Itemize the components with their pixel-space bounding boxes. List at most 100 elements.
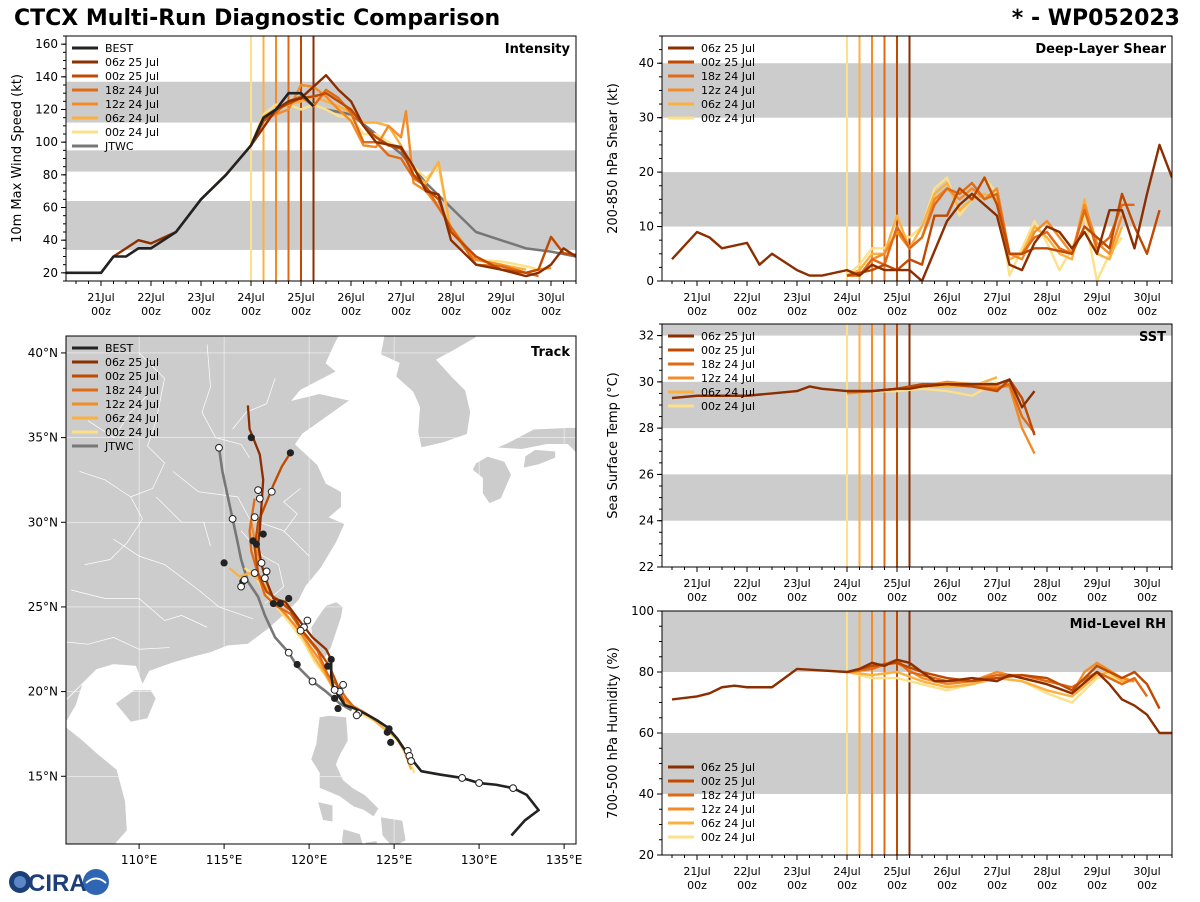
legend-label: 12z 24 Jul [701, 372, 755, 385]
logo-swirl-icon [85, 877, 107, 884]
track-marker-open [284, 648, 293, 657]
province-border [130, 352, 166, 498]
shikoku-landmass [522, 449, 556, 469]
legend-label: 12z 24 Jul [105, 398, 159, 411]
x-tick-label: 25Jul [883, 577, 910, 590]
y-tick-label: 40 [639, 56, 654, 70]
x-tick-label: 23Jul [187, 291, 214, 304]
y-tick-label: 120 [35, 103, 58, 117]
y-axis-label: 200-850 hPa Shear (kt) [606, 83, 621, 234]
cira-logo: CIRA [6, 866, 116, 898]
x-tick-label: 00z [887, 305, 907, 318]
legend-label: 18z 24 Jul [701, 789, 755, 802]
track-marker-open [267, 487, 276, 496]
kyushu-landmass [471, 455, 512, 505]
legend-label: 00z 24 Jul [701, 112, 755, 125]
x-tick-label: 00z [1137, 879, 1157, 892]
series-line [671, 378, 1036, 409]
track-marker-open [255, 494, 264, 503]
legend-label: 06z 24 Jul [105, 412, 159, 425]
x-tick-label: 26Jul [933, 291, 960, 304]
province-border [201, 344, 250, 459]
threshold-band [662, 63, 1172, 118]
province-border [232, 378, 276, 430]
storm-id: * - WP052023 [1011, 6, 1180, 31]
lon-tick-label: 110°E [121, 853, 158, 867]
x-tick-label: 24Jul [237, 291, 264, 304]
legend-label: 06z 25 Jul [701, 761, 755, 774]
jtwc-line [325, 108, 576, 258]
x-tick-label: 00z [241, 305, 261, 318]
legend-label: 18z 24 Jul [105, 384, 159, 397]
x-tick-label: 29Jul [487, 291, 514, 304]
x-tick-label: 28Jul [1033, 577, 1060, 590]
rh-chart: 2040608010021Jul00z22Jul00z23Jul00z24Jul… [606, 604, 1173, 892]
y-tick-label: 28 [639, 421, 654, 435]
x-tick-label: 00z [837, 879, 857, 892]
x-tick-label: 00z [937, 879, 957, 892]
y-tick-label: 32 [639, 329, 654, 343]
series-group [671, 143, 1172, 281]
x-tick-label: 26Jul [933, 865, 960, 878]
y-tick-label: 60 [43, 201, 58, 215]
cira-logo-graphic: CIRA [9, 869, 109, 897]
x-tick-label: 00z [1137, 305, 1157, 318]
shear-chart: 01020304021Jul00z22Jul00z23Jul00z24Jul00… [606, 35, 1173, 318]
x-tick-label: 24Jul [833, 291, 860, 304]
panel-title: Mid-Level RH [1070, 617, 1166, 632]
panel-title: Intensity [505, 42, 571, 57]
x-tick-label: 00z [787, 305, 807, 318]
threshold-band [662, 474, 1172, 521]
x-tick-label: 29Jul [1083, 577, 1110, 590]
track-marker-filled [220, 559, 228, 567]
y-tick-label: 40 [43, 233, 58, 247]
legend-label: 06z 24 Jul [701, 817, 755, 830]
x-tick-label: 27Jul [983, 865, 1010, 878]
track-marker-open [308, 677, 317, 686]
y-tick-label: 140 [35, 70, 58, 84]
lon-tick-label: 130°E [461, 853, 498, 867]
province-border [172, 471, 310, 557]
series-group [66, 73, 576, 278]
legend-label: BEST [105, 342, 133, 355]
threshold-band [66, 200, 576, 250]
y-tick-label: 20 [639, 165, 654, 179]
legend-label: 00z 24 Jul [105, 426, 159, 439]
track-marker-filled [331, 694, 339, 702]
panel-title: Deep-Layer Shear [1035, 42, 1166, 57]
y-axis-label: 10m Max Wind Speed (kt) [10, 74, 25, 243]
track-marker-open [339, 680, 348, 689]
panel-title: SST [1139, 330, 1166, 345]
series-group [671, 658, 1172, 735]
logo-inner-icon [14, 876, 26, 888]
track-marker-open [303, 616, 312, 625]
track-marker-open [475, 779, 484, 787]
x-tick-label: 00z [987, 879, 1007, 892]
x-tick-label: 00z [391, 305, 411, 318]
x-tick-label: 00z [191, 305, 211, 318]
y-tick-label: 20 [43, 266, 58, 280]
threshold-band [662, 611, 1172, 672]
track-marker-open [262, 567, 271, 576]
track-marker-open [250, 569, 259, 577]
x-tick-label: 23Jul [783, 865, 810, 878]
x-tick-label: 23Jul [783, 291, 810, 304]
x-tick-label: 29Jul [1083, 865, 1110, 878]
lon-tick-label: 115°E [206, 853, 243, 867]
x-tick-label: 00z [141, 305, 161, 318]
x-tick-label: 00z [1087, 879, 1107, 892]
legend-label: 00z 25 Jul [105, 70, 159, 83]
x-tick-label: 22Jul [733, 577, 760, 590]
series-line [847, 181, 1135, 277]
y-tick-label: 40 [639, 787, 654, 801]
y-tick-label: 10 [639, 220, 654, 234]
y-axis-label: Sea Surface Temp (°C) [606, 372, 621, 519]
lat-tick-label: 35°N [28, 431, 58, 445]
y-tick-label: 30 [639, 111, 654, 125]
x-tick-label: 00z [687, 879, 707, 892]
track-marker-filled [247, 434, 255, 442]
logo-text: CIRA [28, 870, 87, 897]
logo-globe-icon [83, 869, 109, 895]
x-tick-label: 00z [687, 305, 707, 318]
y-tick-label: 0 [646, 274, 654, 288]
